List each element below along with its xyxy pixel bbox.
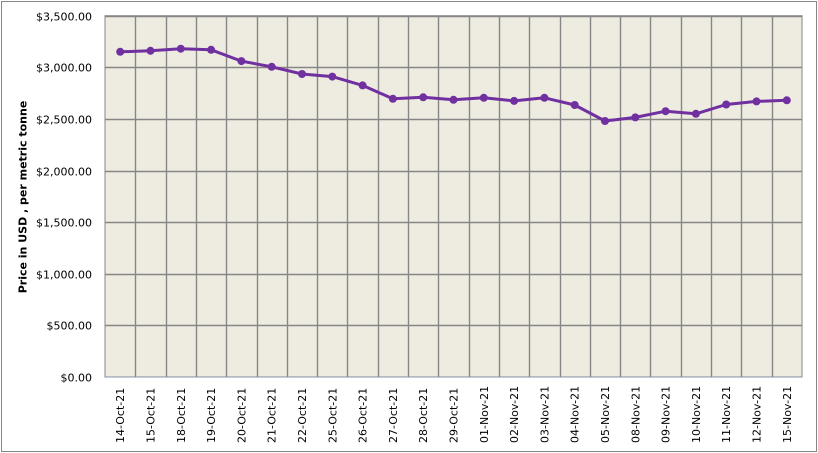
data-point [146, 46, 155, 55]
y-axis-title: Price in USD , per metric tonne [16, 100, 30, 294]
vertical-gridlines [134, 15, 774, 377]
x-tick-label: 14-Oct-21 [114, 388, 127, 443]
x-tick-label: 21-Oct-21 [266, 388, 279, 443]
data-point [116, 47, 125, 56]
y-axis-tick-labels: $0.00 $500.00 $1,000.00 $1,500.00 $2,000.00 $… [36, 11, 92, 385]
data-point [479, 93, 488, 102]
y-tick-label: $1,500.00 [36, 217, 92, 230]
x-tick-label: 12-Nov-21 [751, 386, 764, 443]
data-point [267, 62, 276, 71]
data-point [661, 107, 670, 116]
y-tick-label: $1,000.00 [36, 269, 92, 282]
y-tick-label: $2,500.00 [36, 114, 92, 127]
data-point [601, 117, 609, 125]
x-tick-label: 26-Oct-21 [357, 388, 370, 443]
x-tick-label: 10-Nov-21 [690, 386, 703, 443]
data-point [449, 95, 458, 104]
x-tick-label: 02-Nov-21 [508, 386, 521, 443]
data-point [570, 101, 579, 109]
y-tick-label: $0.00 [61, 372, 93, 385]
x-tick-label: 11-Nov-21 [720, 386, 733, 443]
x-tick-label: 15-Oct-21 [144, 388, 157, 443]
horizontal-gridlines [105, 15, 802, 327]
data-point [328, 72, 337, 81]
x-tick-label: 27-Oct-21 [387, 388, 400, 443]
x-tick-label: 25-Oct-21 [326, 388, 339, 443]
data-point [691, 109, 700, 118]
y-tick-label: $3,500.00 [36, 11, 92, 24]
data-point [419, 93, 428, 102]
data-point [510, 96, 519, 105]
x-tick-label: 08-Nov-21 [629, 386, 642, 443]
x-tick-label: 05-Nov-21 [599, 386, 612, 443]
x-tick-label: 20-Oct-21 [235, 388, 248, 443]
data-point-markers [116, 44, 791, 125]
data-point [176, 44, 185, 53]
x-tick-label: 29-Oct-21 [448, 388, 461, 443]
x-tick-label: 22-Oct-21 [296, 388, 309, 443]
x-tick-label: 19-Oct-21 [205, 388, 218, 443]
data-point [722, 100, 731, 109]
y-tick-label: $2,000.00 [36, 166, 92, 179]
x-tick-label: 09-Nov-21 [660, 386, 673, 443]
data-point [752, 97, 761, 106]
x-tick-label: 01-Nov-21 [478, 386, 491, 443]
x-tick-label: 15-Nov-21 [781, 386, 794, 443]
data-point [540, 93, 549, 102]
x-tick-label: 03-Nov-21 [538, 386, 551, 443]
x-tick-label: 28-Oct-21 [417, 388, 430, 443]
data-point [237, 57, 246, 66]
x-tick-label: 04-Nov-21 [569, 386, 582, 443]
data-point [207, 45, 216, 54]
data-point [388, 94, 397, 103]
x-tick-label: 18-Oct-21 [175, 388, 188, 443]
data-point [298, 70, 306, 78]
data-point [631, 113, 640, 122]
y-tick-label: $500.00 [47, 320, 93, 333]
x-axis-tick-labels: 14-Oct-21 15-Oct-21 18-Oct-21 19-Oct-21 20-O… [114, 386, 794, 443]
y-tick-label: $3,000.00 [36, 62, 92, 75]
plot-area [104, 15, 803, 378]
data-point [358, 81, 367, 90]
data-point [782, 96, 791, 105]
